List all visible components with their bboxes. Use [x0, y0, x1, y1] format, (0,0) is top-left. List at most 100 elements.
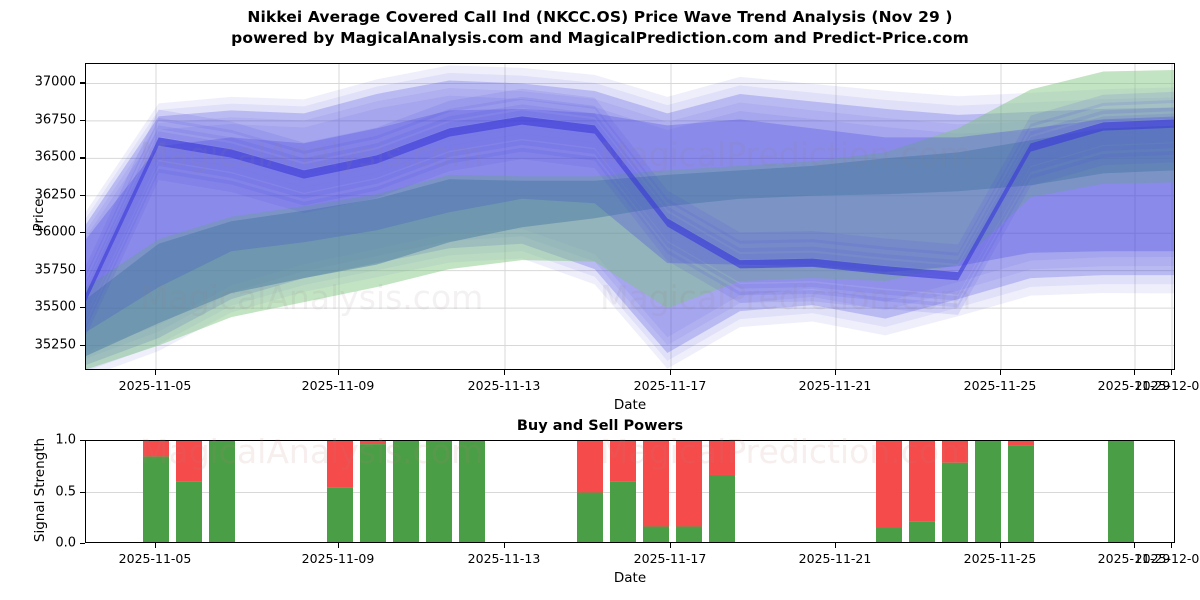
power-y-tickmark: [80, 491, 85, 493]
sell-power-bar[interactable]: [577, 441, 603, 493]
price-x-tickmark: [1171, 370, 1173, 375]
buy-power-bar[interactable]: [942, 462, 968, 543]
price-green-channel-band: [86, 70, 1174, 369]
price-x-tickmark: [338, 370, 340, 375]
power-y-tickmark: [80, 440, 85, 442]
power-x-axis-title: Date: [613, 570, 647, 586]
power-x-tickmark: [338, 543, 340, 548]
price-y-tick-label: 36750: [34, 112, 76, 128]
power-y-axis-title: Signal Strength: [32, 437, 48, 542]
price-x-axis-title: Date: [613, 397, 647, 413]
power-x-tick-label: 2025-11-25: [963, 551, 1037, 566]
power-y-tick-label: 1.0: [55, 432, 76, 448]
price-y-tickmark: [80, 269, 85, 271]
power-y-tick-label: 0.0: [55, 535, 76, 551]
price-core-wave-ribbon: [86, 122, 1174, 311]
price-x-tick-label: 2025-11-17: [633, 378, 707, 393]
buy-power-bar[interactable]: [426, 441, 452, 543]
power-x-tick-label: 2025-11-09: [301, 551, 375, 566]
sell-power-bar[interactable]: [876, 441, 902, 528]
price-y-tick-label: 35500: [34, 299, 76, 315]
power-x-tickmark: [1171, 543, 1173, 548]
power-x-tick-label: 2025-11-05: [118, 551, 192, 566]
sell-power-bar[interactable]: [143, 441, 169, 457]
buy-power-bar[interactable]: [709, 474, 735, 543]
buy-power-bar[interactable]: [909, 521, 935, 543]
buy-power-bar[interactable]: [577, 492, 603, 544]
buy-power-bar[interactable]: [209, 441, 235, 543]
buy-power-bar[interactable]: [459, 441, 485, 543]
price-x-tick-label: 2025-11-09: [301, 378, 375, 393]
power-x-tickmark: [835, 543, 837, 548]
sell-power-bar[interactable]: [327, 441, 353, 488]
buy-power-bar[interactable]: [143, 456, 169, 543]
price-core-wave-ribbon: [86, 140, 1174, 329]
buy-power-bar[interactable]: [975, 441, 1001, 543]
price-wave-svg: [86, 64, 1174, 369]
price-y-axis-title: Price: [31, 198, 47, 231]
sell-power-bar[interactable]: [942, 441, 968, 463]
price-y-tickmark: [80, 82, 85, 84]
page-title-line2: powered by MagicalAnalysis.com and Magic…: [231, 29, 969, 47]
buy-power-bar[interactable]: [360, 444, 386, 543]
power-x-tickmark: [670, 543, 672, 548]
price-wave-fan-band: [86, 80, 1174, 366]
price-core-wave-ribbon: [86, 127, 1174, 316]
price-y-tick-label: 35750: [34, 262, 76, 278]
price-y-tick-label: 36500: [34, 149, 76, 165]
sell-power-bar[interactable]: [176, 441, 202, 482]
price-y-tickmark: [80, 344, 85, 346]
power-x-tickmark: [1134, 543, 1136, 548]
price-wave-fan-band: [86, 72, 1174, 359]
sell-power-bar[interactable]: [676, 441, 702, 527]
price-wave-chart-panel: [85, 63, 1175, 370]
sell-power-bar[interactable]: [709, 441, 735, 475]
buy-power-bar[interactable]: [676, 526, 702, 543]
buy-power-bar[interactable]: [1008, 445, 1034, 543]
sell-power-bar[interactable]: [360, 441, 386, 445]
price-y-tick-label: 36000: [34, 224, 76, 240]
power-x-tick-label: 2025-11-29: [1097, 551, 1171, 566]
price-y-tick-label: 37000: [34, 74, 76, 90]
buy-power-bar[interactable]: [876, 527, 902, 543]
price-y-tickmark: [80, 119, 85, 122]
sell-power-bar[interactable]: [643, 441, 669, 527]
price-x-tickmark: [1000, 370, 1002, 375]
price-x-tickmark: [835, 370, 837, 375]
power-x-tickmark: [1000, 543, 1002, 548]
price-core-wave-main: [86, 116, 1174, 302]
price-x-tick-label: 2025-11-21: [798, 378, 872, 393]
buy-power-bar[interactable]: [393, 441, 419, 543]
price-x-tickmark: [670, 370, 672, 375]
price-y-tick-label: 36250: [34, 187, 76, 203]
price-steel-band: [86, 125, 1174, 357]
sell-power-bar[interactable]: [1008, 441, 1034, 446]
page-title-line1: Nikkei Average Covered Call Ind (NKCC.OS…: [247, 8, 953, 26]
power-x-tick-label: 2025-11-17: [633, 551, 707, 566]
power-chart-title: Buy and Sell Powers: [516, 418, 684, 434]
power-y-tick-label: 0.5: [55, 484, 76, 499]
buy-power-bar[interactable]: [327, 487, 353, 543]
price-core-wave-ribbon: [86, 147, 1174, 336]
price-x-tick-label: 2025-11-25: [963, 378, 1037, 393]
buy-power-bar[interactable]: [1108, 441, 1134, 543]
price-y-tickmark: [80, 232, 85, 234]
power-y-tickmark: [80, 543, 85, 545]
buy-power-bar[interactable]: [610, 481, 636, 543]
price-x-tick-label: 2025-11-05: [118, 378, 192, 393]
sell-power-bar[interactable]: [610, 441, 636, 482]
price-core-wave-ribbon: [86, 104, 1174, 293]
buy-power-bar[interactable]: [176, 481, 202, 543]
price-x-tickmark: [155, 370, 157, 375]
buy-power-bar[interactable]: [643, 526, 669, 543]
price-core-wave-ribbon: [86, 110, 1174, 299]
sell-power-bar[interactable]: [909, 441, 935, 522]
price-outer-band: [86, 80, 1174, 366]
price-y-tickmark: [80, 194, 85, 196]
price-core-wave-ribbon: [86, 96, 1174, 285]
price-x-tickmark: [504, 370, 506, 375]
price-y-tick-label: 35250: [34, 337, 76, 353]
buy-sell-power-panel: [85, 440, 1175, 543]
price-core-wave-ribbon: [86, 133, 1174, 322]
